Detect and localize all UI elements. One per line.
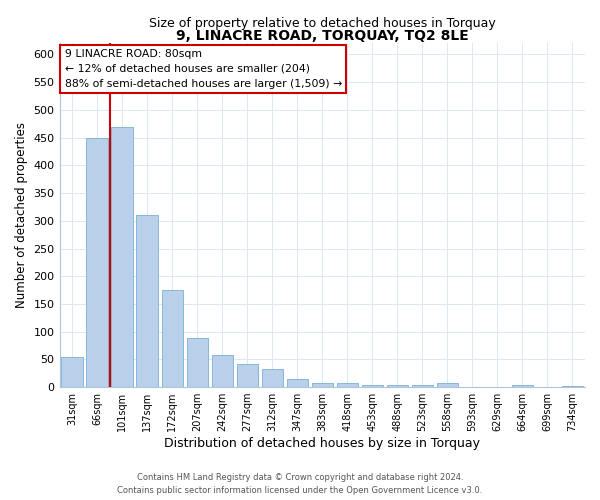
Bar <box>287 379 308 387</box>
Text: Contains HM Land Registry data © Crown copyright and database right 2024.
Contai: Contains HM Land Registry data © Crown c… <box>118 474 482 495</box>
Bar <box>337 382 358 387</box>
Bar <box>412 386 433 387</box>
Bar <box>437 382 458 387</box>
Text: Size of property relative to detached houses in Torquay: Size of property relative to detached ho… <box>149 16 496 30</box>
Bar <box>112 126 133 387</box>
X-axis label: Distribution of detached houses by size in Torquay: Distribution of detached houses by size … <box>164 437 480 450</box>
Title: 9, LINACRE ROAD, TORQUAY, TQ2 8LE: 9, LINACRE ROAD, TORQUAY, TQ2 8LE <box>176 30 469 44</box>
Bar <box>562 386 583 387</box>
Bar <box>212 356 233 387</box>
Bar <box>387 385 408 387</box>
Bar <box>187 338 208 387</box>
Bar <box>136 215 158 387</box>
Bar <box>262 370 283 387</box>
Bar <box>236 364 258 387</box>
Text: 9 LINACRE ROAD: 80sqm
← 12% of detached houses are smaller (204)
88% of semi-det: 9 LINACRE ROAD: 80sqm ← 12% of detached … <box>65 49 342 88</box>
Y-axis label: Number of detached properties: Number of detached properties <box>15 122 28 308</box>
Bar <box>512 386 533 387</box>
Bar <box>86 138 108 387</box>
Bar <box>462 386 483 387</box>
Bar <box>311 383 333 387</box>
Bar <box>362 386 383 387</box>
Bar <box>61 356 83 387</box>
Bar <box>161 290 183 387</box>
